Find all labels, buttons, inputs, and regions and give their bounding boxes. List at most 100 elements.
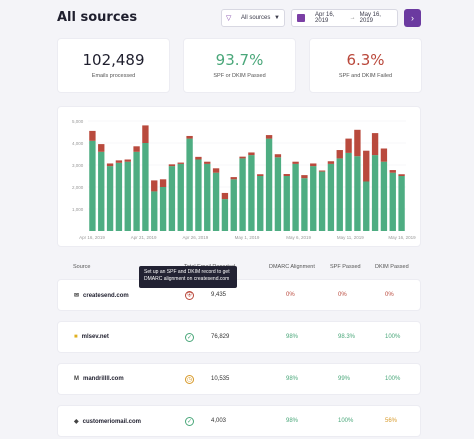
page-title: All sources — [57, 10, 138, 25]
arrow-right-icon: › — [411, 13, 414, 23]
bar-passed — [301, 178, 308, 231]
bar-failed — [98, 144, 105, 152]
spf-cell: 99% — [338, 376, 351, 382]
bar-failed — [204, 161, 211, 164]
shield-check-icon[interactable]: ✓ — [185, 417, 194, 426]
bar-passed — [345, 152, 352, 231]
spf-cell: 0% — [338, 292, 347, 298]
bar-passed — [239, 158, 246, 231]
bar-failed — [115, 160, 123, 163]
y-tick-label: 3,000 — [72, 163, 84, 168]
bar-failed — [318, 170, 326, 172]
bar-failed — [212, 168, 220, 173]
table-row[interactable]: ✉ createsend.com ⛨ 9,435 0% 0% 0% — [57, 279, 421, 311]
filter-icon: ▽ — [226, 14, 232, 22]
email-volume-chart: 5,000 4,000 3,000 2,000 1,000 Apr 16, 2019 Apr… — [72, 119, 416, 240]
x-tick-label: May 16, 2019 — [388, 235, 416, 240]
bar-passed — [151, 191, 158, 231]
source-name: mlsev.net — [81, 334, 109, 340]
bar-passed — [389, 172, 396, 231]
bar-passed — [115, 162, 123, 231]
stat-value: 6.3% — [346, 51, 385, 69]
dmarc-cell: 98% — [286, 334, 299, 340]
column-header-source: Source — [73, 264, 91, 270]
dmarc-cell: 0% — [286, 292, 295, 298]
bar-passed — [318, 171, 326, 231]
bar-failed — [195, 156, 202, 160]
bar-passed — [98, 151, 105, 231]
bar-failed — [221, 192, 229, 200]
bar-passed — [177, 163, 184, 231]
x-tick-label: Apr 26, 2019 — [182, 235, 208, 240]
bar-passed — [371, 155, 379, 231]
x-tick-label: May 6, 2019 — [286, 235, 311, 240]
stat-label: SPF or DKIM Passed — [213, 73, 266, 79]
source-name: mandrillll.com — [83, 376, 124, 382]
column-header-dmarc: DMARC Alignment — [269, 264, 315, 270]
shield-check-icon[interactable]: ✓ — [185, 333, 194, 342]
bar-failed — [380, 148, 388, 162]
bar-passed — [310, 166, 317, 231]
stat-card-emails-processed: 102,489 Emails processed — [57, 38, 170, 93]
bar-failed — [168, 164, 176, 167]
bar-failed — [151, 180, 158, 192]
table-row[interactable]: ◆ customeriomail.com ✓ 4,003 98% 100% 56% — [57, 405, 421, 437]
total-cell: 10,535 — [211, 376, 230, 382]
bar-failed — [186, 135, 193, 139]
bar-passed — [363, 181, 370, 231]
apply-button[interactable]: › — [404, 9, 421, 27]
bar-passed — [265, 138, 273, 231]
date-start: Apr 16, 2019 — [315, 12, 335, 24]
bar-passed — [195, 159, 202, 231]
bar-failed — [371, 133, 379, 156]
bar-passed — [221, 199, 229, 231]
stat-value: 93.7% — [215, 51, 264, 69]
bar-passed — [124, 161, 131, 231]
bar-passed — [354, 156, 361, 231]
bar-passed — [186, 138, 193, 231]
bar-passed — [292, 163, 299, 231]
bar-failed — [354, 129, 361, 157]
chevron-down-icon: ▼ — [274, 15, 280, 21]
bar-failed — [327, 161, 335, 164]
dmarc-cell: 98% — [286, 376, 299, 382]
bar-passed — [274, 157, 282, 231]
column-header-dkim: DKIM Passed — [375, 264, 409, 270]
stat-value: 102,489 — [82, 51, 145, 69]
y-tick-label: 4,000 — [72, 141, 84, 146]
bar-passed — [212, 172, 220, 231]
table-row[interactable]: ■ mlsev.net ✓ 76,829 98% 98.3% 100% — [57, 321, 421, 353]
bar-passed — [106, 166, 114, 231]
source-filter-dropdown[interactable]: ▽ All sources ▼ — [221, 9, 285, 27]
bar-passed — [398, 176, 405, 231]
bar-passed — [230, 179, 237, 231]
bar-failed — [345, 138, 352, 153]
bar-passed — [89, 140, 96, 231]
bar-failed — [248, 152, 255, 156]
bar-failed — [398, 174, 405, 176]
stat-label: SPF and DKIM Failed — [338, 73, 393, 79]
shield-icon[interactable]: ⛨ — [185, 291, 194, 300]
date-range-picker[interactable]: Apr 16, 2019 → May 16, 2019 — [291, 9, 398, 27]
dkim-cell: 56% — [385, 418, 398, 424]
clock-icon[interactable]: ◷ — [185, 375, 194, 384]
monkey-logo-icon: M — [74, 376, 79, 382]
source-cell: ◆ customeriomail.com — [74, 418, 141, 426]
table-header: Source Total Email Reported DMARC Alignm… — [57, 264, 421, 274]
dkim-cell: 100% — [385, 376, 401, 382]
total-cell: 76,829 — [211, 334, 230, 340]
stat-card-spf-dkim-passed: 93.7% SPF or DKIM Passed — [183, 38, 296, 93]
date-end: May 16, 2019 — [359, 12, 381, 24]
x-tick-label: Apr 16, 2019 — [79, 235, 105, 240]
dkim-cell: 0% — [385, 292, 394, 298]
bar-failed — [363, 150, 370, 182]
bar-passed — [257, 176, 264, 231]
bar-passed — [336, 158, 343, 231]
bar-failed — [133, 146, 140, 152]
bar-passed — [168, 166, 176, 231]
bar-failed — [106, 163, 114, 167]
bar-passed — [327, 163, 335, 231]
y-tick-label: 5,000 — [72, 119, 84, 124]
